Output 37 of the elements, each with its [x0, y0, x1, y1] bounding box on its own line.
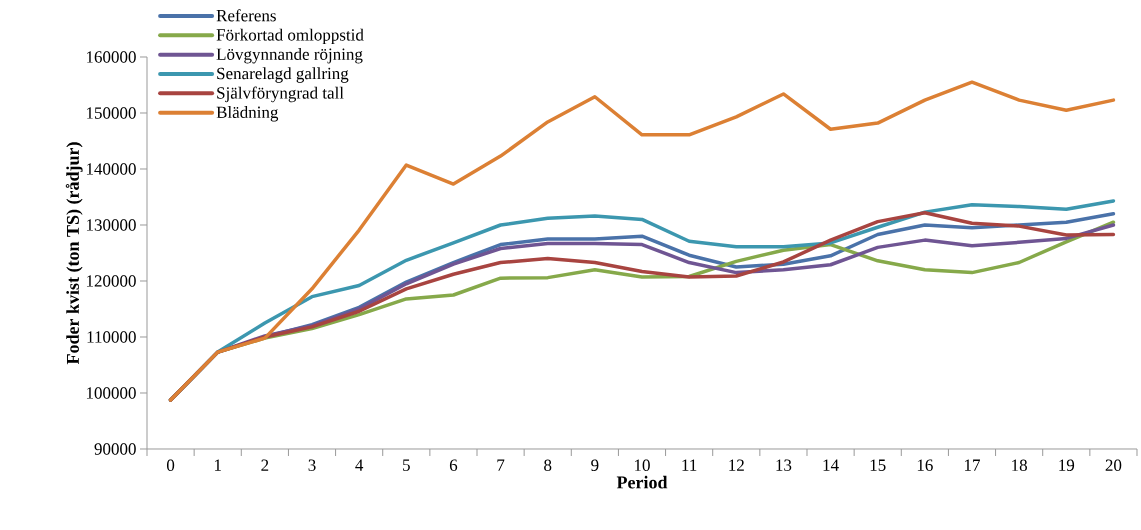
legend-label: Referens [216, 9, 276, 22]
x-tick-label: 9 [591, 459, 599, 471]
y-tick-label: 100000 [86, 387, 136, 399]
y-axis-title: Foder kvist (ton TS) (rådjur) [65, 142, 83, 365]
x-tick-label: 20 [1105, 459, 1122, 471]
x-tick-label: 14 [823, 459, 839, 471]
y-tick-label: 120000 [86, 275, 136, 287]
x-tick-label: 8 [544, 459, 552, 471]
x-tick-label: 2 [261, 459, 269, 471]
y-tick-label: 160000 [86, 51, 136, 63]
x-tick-label: 18 [1012, 459, 1027, 471]
y-tick-label: 140000 [86, 163, 136, 175]
legend-label: Förkortad omloppstid [216, 28, 364, 45]
x-tick-label: 1 [214, 459, 221, 471]
x-tick-label: 10 [634, 459, 650, 471]
x-tick-label: 11 [682, 459, 697, 471]
x-tick-label: 6 [449, 459, 458, 471]
legend-label: Självföryngrad tall [217, 86, 344, 103]
x-tick-label: 7 [497, 459, 505, 471]
x-tick-label: 19 [1059, 459, 1075, 471]
x-axis-title: Period [616, 475, 668, 489]
legend-label: Lövgynnande röjning [216, 48, 363, 64]
x-tick-label: 17 [964, 459, 981, 471]
x-tick-label: 15 [870, 459, 886, 471]
legend-label: Senarelagd gallring [217, 67, 349, 83]
x-tick-label: 0 [166, 459, 175, 471]
x-tick-label: 4 [355, 459, 364, 471]
legend-label: Blädning [216, 106, 279, 122]
y-tick-label: 150000 [86, 107, 136, 119]
y-tick-label: 130000 [86, 219, 136, 231]
x-tick-label: 16 [917, 459, 933, 471]
x-tick-label: 12 [729, 459, 744, 471]
x-tick-label: 13 [776, 459, 792, 471]
y-tick-label: 90000 [94, 443, 136, 455]
x-tick-label: 3 [308, 459, 316, 471]
y-tick-label: 110000 [87, 331, 136, 343]
x-tick-label: 5 [403, 459, 410, 471]
